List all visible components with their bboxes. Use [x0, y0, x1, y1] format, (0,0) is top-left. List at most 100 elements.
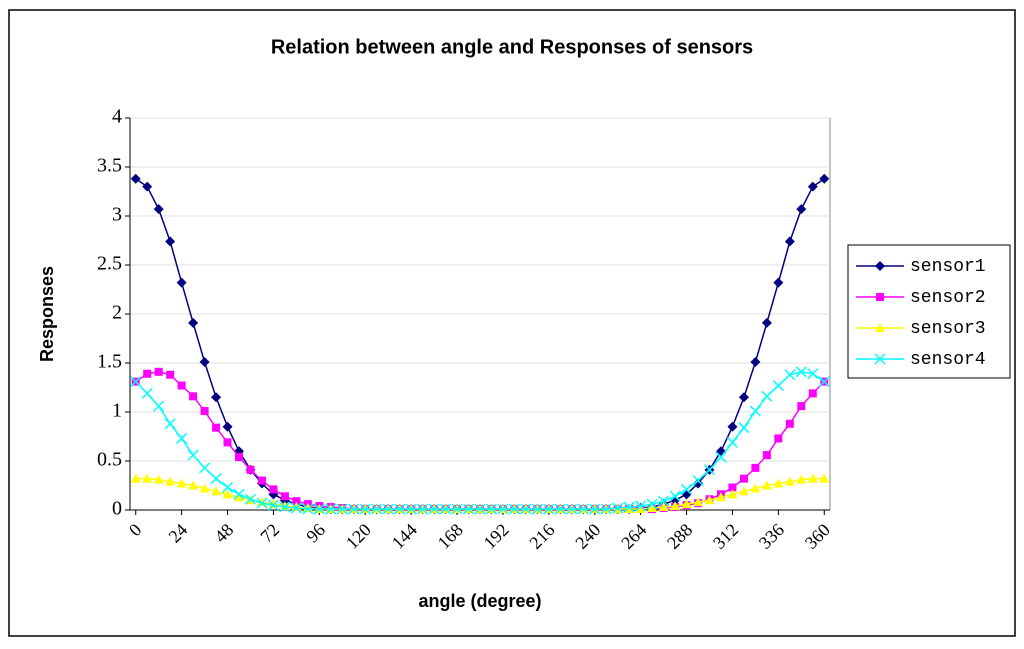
marker	[738, 392, 749, 403]
marker	[520, 503, 532, 515]
marker	[256, 497, 268, 509]
marker	[199, 462, 211, 474]
marker	[623, 501, 635, 513]
marker	[359, 503, 371, 515]
marker	[222, 489, 233, 499]
marker	[130, 173, 141, 184]
marker	[336, 503, 348, 515]
marker	[796, 474, 807, 484]
marker	[246, 465, 255, 474]
marker	[808, 389, 817, 398]
marker	[875, 261, 885, 271]
marker	[244, 493, 257, 505]
marker	[451, 503, 463, 515]
marker	[153, 474, 164, 484]
marker	[130, 473, 141, 483]
marker	[635, 500, 647, 512]
marker	[325, 503, 337, 515]
marker	[784, 369, 796, 381]
marker	[750, 483, 761, 493]
marker	[796, 204, 807, 215]
y-tick-label: 3.5	[97, 155, 122, 177]
marker	[176, 277, 187, 288]
marker	[269, 485, 278, 494]
marker	[647, 503, 658, 513]
marker	[762, 451, 771, 460]
marker	[497, 503, 509, 515]
marker	[751, 463, 760, 472]
y-tick-label: 4	[112, 106, 122, 128]
marker	[141, 387, 153, 399]
marker	[440, 503, 452, 515]
marker	[727, 421, 738, 432]
marker	[738, 422, 750, 434]
marker	[658, 495, 670, 507]
marker	[807, 181, 818, 192]
marker	[143, 369, 152, 378]
marker	[577, 503, 589, 515]
y-tick-label: 2	[112, 302, 122, 324]
marker	[164, 418, 176, 430]
marker	[211, 392, 222, 403]
marker	[646, 498, 658, 510]
legend-label: sensor1	[910, 257, 986, 277]
marker	[693, 497, 704, 507]
marker	[784, 476, 795, 486]
legend-label: sensor3	[910, 319, 986, 339]
marker	[818, 376, 830, 388]
marker	[774, 434, 783, 443]
marker	[727, 489, 738, 499]
y-tick-label: 3	[112, 204, 122, 226]
marker	[474, 503, 486, 515]
marker	[371, 503, 383, 515]
marker	[142, 181, 153, 192]
marker	[761, 480, 772, 490]
marker	[819, 173, 830, 184]
y-tick-label: 2.5	[97, 253, 122, 275]
legend-box	[847, 244, 1011, 379]
marker	[130, 376, 142, 388]
marker	[543, 503, 555, 515]
marker	[199, 483, 210, 493]
legend-label: sensor4	[910, 350, 986, 370]
marker	[761, 317, 772, 328]
marker	[554, 503, 566, 515]
marker	[405, 503, 417, 515]
legend-label: sensor2	[910, 288, 986, 308]
marker	[875, 323, 885, 332]
marker	[635, 504, 646, 514]
marker	[223, 438, 232, 447]
marker	[715, 492, 726, 502]
marker	[681, 499, 692, 509]
marker	[188, 480, 199, 490]
marker	[166, 370, 175, 379]
marker	[681, 483, 693, 495]
y-tick-label: 0	[112, 498, 122, 520]
x-axis-label: angle (degree)	[418, 591, 541, 611]
marker	[302, 503, 313, 513]
marker	[693, 478, 704, 489]
marker	[212, 423, 221, 432]
marker	[290, 502, 302, 514]
chart-title: Relation between angle and Responses of …	[271, 36, 753, 58]
marker	[819, 473, 830, 483]
marker	[234, 492, 245, 502]
marker	[795, 366, 807, 378]
marker	[749, 405, 761, 417]
marker	[807, 368, 819, 380]
marker	[670, 501, 681, 511]
marker	[257, 476, 266, 485]
marker	[772, 380, 784, 392]
marker	[177, 381, 186, 390]
y-tick-label: 0.5	[97, 449, 122, 471]
marker	[669, 490, 681, 502]
marker	[292, 497, 301, 506]
marker	[417, 503, 429, 515]
marker	[462, 503, 475, 515]
marker	[280, 492, 289, 501]
marker	[394, 503, 406, 515]
marker	[200, 407, 209, 416]
marker	[797, 402, 806, 411]
marker	[235, 453, 244, 462]
marker	[189, 392, 198, 401]
